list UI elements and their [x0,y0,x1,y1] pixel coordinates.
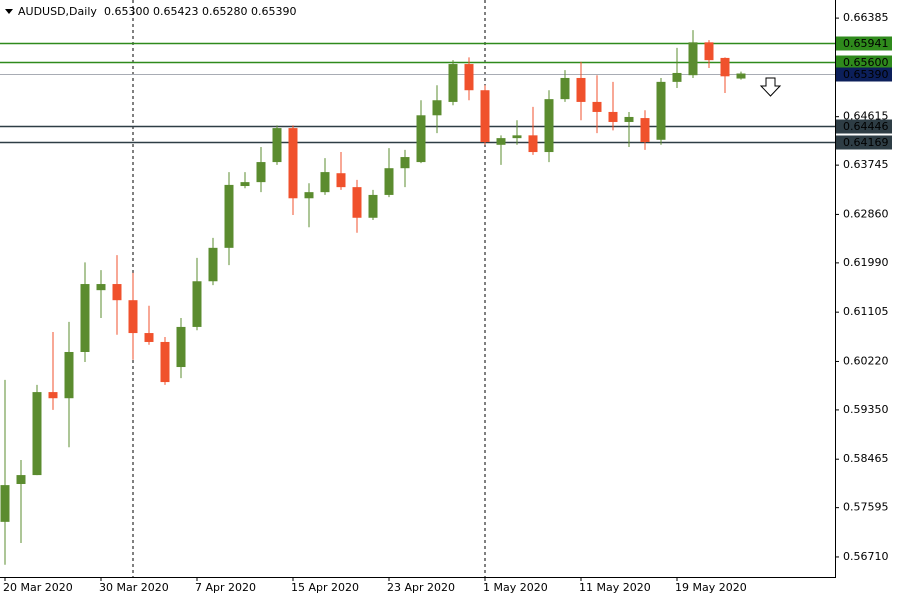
x-tick-label: 7 Apr 2020 [195,581,256,594]
candle-body [416,115,426,163]
candle-body [272,128,282,163]
x-tick-label: 23 Apr 2020 [387,581,455,594]
ohlc-value: 0.65280 [202,5,248,18]
candle-body [528,135,538,153]
y-tick-label: 0.61105 [843,305,889,318]
level-label-box [836,55,892,70]
candle-body [64,351,74,399]
candle-body [688,42,698,76]
candle-body [336,173,346,188]
y-tick-label: 0.66385 [843,11,889,24]
candle-body [432,100,442,116]
level-label: 0.64169 [843,136,889,149]
candle-body [16,475,26,484]
candle-body [352,187,362,218]
candle-body [240,182,250,187]
candle-body [112,284,122,301]
candle-body [320,172,330,193]
candle-body [464,64,474,91]
ohlc-info: 0.65300 0.65423 0.65280 0.65390 [104,5,297,18]
candle-body [32,392,42,476]
level-label-box [836,135,892,150]
candle-body [544,99,554,153]
candle-body [720,57,730,77]
ohlc-value: 0.65300 [104,5,150,18]
candle-body [304,192,314,199]
candle-body [288,128,298,199]
candle-body [208,247,218,282]
y-tick-label: 0.58465 [843,452,889,465]
candle-body [592,101,602,112]
candle-body [0,485,10,522]
candle-body [384,168,394,195]
candle-body [48,392,58,399]
candle-body [608,111,618,122]
level-label: 0.65390 [843,68,889,81]
y-tick-label: 0.62860 [843,207,889,220]
candle-body [496,138,506,145]
y-tick-label: 0.59350 [843,403,889,416]
candle-body [736,73,746,79]
menu-triangle[interactable] [5,9,13,14]
x-tick-label: 19 May 2020 [675,581,747,594]
candle-body [96,284,106,291]
ohlc-value: 0.65390 [251,5,297,18]
x-tick-label: 20 Mar 2020 [3,581,73,594]
ohlc-value: 0.65423 [153,5,199,18]
y-tick-label: 0.63745 [843,158,889,171]
y-tick-label: 0.64615 [843,110,889,123]
candle-body [80,284,90,352]
candle-body [144,333,154,342]
x-tick-label: 11 May 2020 [579,581,651,594]
y-tick-label: 0.57595 [843,501,889,514]
candle-body [160,341,170,383]
candle-body [368,194,378,218]
level-label-box [836,36,892,51]
candle-body [656,81,666,140]
level-label-box [836,119,892,134]
candle-body [672,72,682,82]
x-tick-label: 1 May 2020 [483,581,548,594]
candle-body [400,157,410,169]
down-arrow-signal [759,77,782,97]
candle-body [192,281,202,327]
candle-body [704,42,714,61]
x-tick-label: 30 Mar 2020 [99,581,169,594]
candle-body [480,90,490,143]
candle-body [576,77,586,102]
level-label: 0.65600 [843,56,889,69]
x-tick-label: 15 Apr 2020 [291,581,359,594]
candle-body [512,135,522,139]
candle-body [256,162,266,183]
level-label-box [836,67,892,82]
y-tick-label: 0.61990 [843,256,889,269]
candle-body [640,118,650,143]
level-label: 0.65941 [843,37,889,50]
symbol-title: AUDUSD,Daily [18,5,97,18]
candle-body [560,77,570,100]
candle-body [224,184,234,248]
y-tick-label: 0.56710 [843,550,889,563]
candle-body [128,300,138,334]
y-tick-label: 0.60220 [843,354,889,367]
candle-body [448,64,458,102]
level-label: 0.64446 [843,120,889,133]
candle-body [624,116,634,122]
candle-body [176,326,186,368]
